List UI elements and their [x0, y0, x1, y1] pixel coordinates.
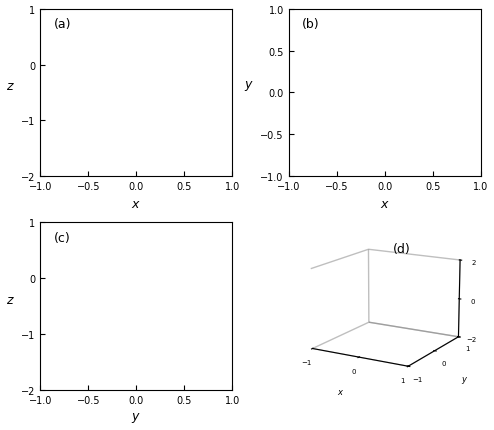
Y-axis label: $z$: $z$ [5, 293, 14, 307]
Y-axis label: $y$: $y$ [460, 375, 468, 385]
X-axis label: $x$: $x$ [337, 387, 344, 396]
Text: (a): (a) [54, 18, 71, 31]
X-axis label: $x$: $x$ [131, 197, 141, 210]
Y-axis label: $z$: $z$ [5, 80, 14, 93]
Text: (d): (d) [393, 243, 411, 256]
X-axis label: $x$: $x$ [380, 197, 390, 210]
Y-axis label: $y$: $y$ [244, 79, 254, 93]
X-axis label: $y$: $y$ [131, 411, 141, 424]
Text: (c): (c) [54, 231, 71, 244]
Text: (b): (b) [302, 18, 320, 31]
